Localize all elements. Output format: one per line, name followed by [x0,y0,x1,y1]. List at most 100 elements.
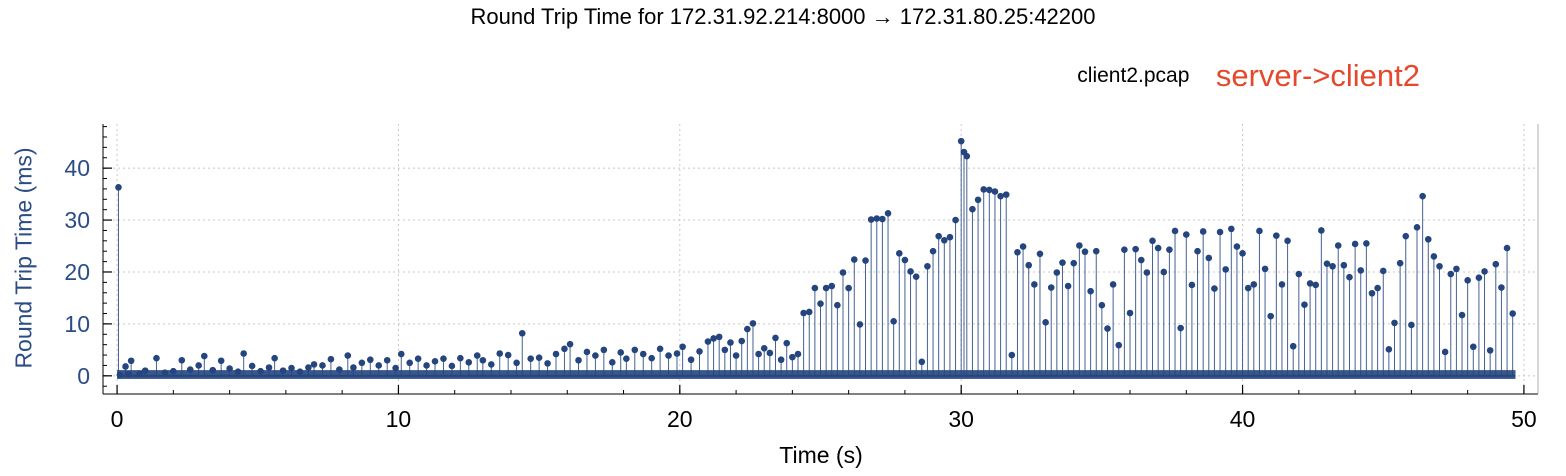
data-point [1081,248,1089,256]
data-point [1132,245,1139,253]
data-point [1413,224,1421,231]
data-point [552,350,560,358]
marker-group [115,137,1516,379]
data-point [828,282,836,290]
data-point [800,309,807,317]
data-point [1031,281,1038,288]
data-point [1059,259,1066,266]
data-point [1092,247,1100,255]
y-tick-label: 40 [64,155,90,181]
x-tick-label: 0 [111,406,124,432]
data-point [687,356,695,364]
data-point [592,352,599,359]
data-point [856,321,864,328]
data-point [257,367,264,375]
data-point [1171,227,1179,235]
data-point [248,362,256,370]
data-point [822,284,830,292]
data-point [406,359,413,367]
data-point [367,356,374,364]
data-point [935,232,942,240]
data-point [440,355,447,362]
data-point [1306,280,1314,287]
data-point [518,329,526,337]
data-point [715,333,723,341]
data-point [1137,256,1145,264]
data-point [178,356,186,364]
data-point [873,215,881,222]
data-point [414,355,422,362]
data-point [867,216,875,223]
data-point [805,308,813,316]
data-point [811,284,819,292]
data-point [1047,284,1055,291]
data-point [457,354,464,362]
data-point [358,359,366,367]
data-point [423,362,430,369]
chart-title: Round Trip Time for 172.31.92.214:8000 →… [470,4,1096,29]
data-point [141,367,149,374]
data-point [465,359,473,366]
data-point [1273,232,1280,239]
data-point [1486,347,1494,354]
data-point [115,184,122,191]
data-point [1121,246,1128,253]
data-point [673,350,681,357]
data-point [1464,276,1471,284]
data-point [794,350,802,358]
data-point [1295,270,1303,278]
data-point [1014,248,1021,256]
data-point [1447,270,1455,278]
data-point [623,355,630,362]
stem-group [117,141,1514,376]
data-point [1509,310,1516,317]
data-point [1064,282,1072,290]
data-point [704,338,712,345]
data-point [1109,281,1117,288]
data-point [431,357,439,365]
data-point [1143,269,1151,276]
data-point [1323,260,1331,267]
data-point [473,352,481,359]
data-point [310,361,318,368]
data-point [772,334,779,342]
data-point [1126,309,1134,317]
data-point [1222,266,1229,273]
data-point [907,268,914,275]
data-point [1250,281,1258,288]
direction-label: server->client2 [1215,58,1420,93]
data-point [957,137,965,145]
data-point [513,359,520,367]
data-point [344,352,352,359]
data-point [924,262,931,270]
data-point [240,350,247,357]
data-point [1402,232,1410,240]
data-point [783,339,791,347]
data-point [1498,284,1505,291]
data-point [1233,243,1241,250]
y-tick-label: 0 [77,363,90,389]
data-point [1278,281,1286,288]
data-point [789,353,796,361]
data-point [1199,228,1207,235]
data-point [1228,225,1235,233]
data-point [839,269,847,276]
data-point [170,367,177,375]
data-point [1475,274,1483,281]
data-point [234,368,242,375]
data-point [749,320,757,327]
data-point [217,357,225,365]
data-point [665,352,672,359]
data-point [1211,285,1218,292]
x-tick-label: 30 [948,406,974,432]
data-point [575,356,582,364]
x-tick-label: 20 [667,406,693,432]
data-point [383,356,391,364]
data-point [696,348,703,355]
data-point [1166,246,1173,253]
data-point [991,188,999,195]
data-point [974,196,982,204]
data-point [1284,237,1291,245]
data-point [527,355,534,362]
